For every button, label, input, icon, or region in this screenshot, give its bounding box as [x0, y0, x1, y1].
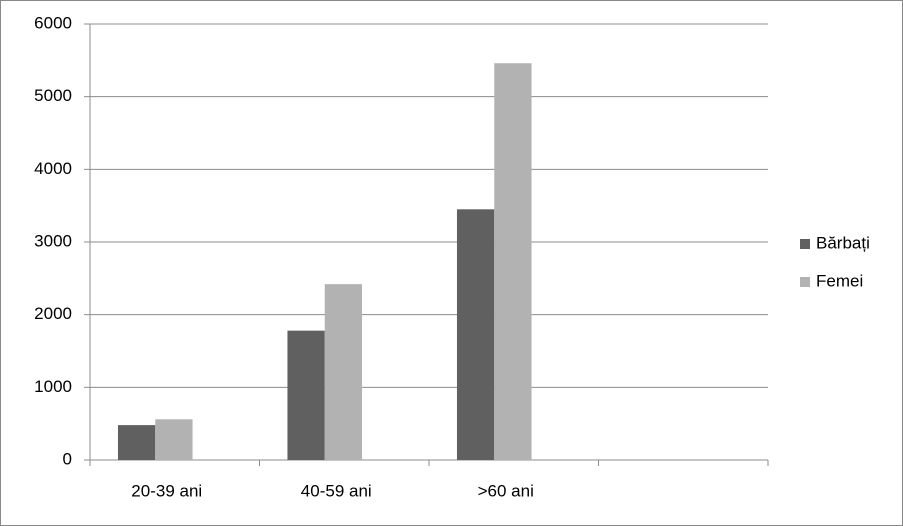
legend-label: Femei	[816, 271, 863, 290]
legend-swatch	[800, 239, 810, 249]
y-tick-label: 0	[63, 449, 72, 468]
y-tick-label: 2000	[34, 304, 72, 323]
y-tick-label: 3000	[34, 231, 72, 250]
bar	[324, 284, 363, 460]
legend-label: Bărbați	[816, 233, 870, 252]
x-tick-label: 20-39 ani	[131, 481, 202, 500]
bar	[117, 425, 156, 460]
legend-swatch	[800, 277, 810, 287]
bar	[155, 419, 193, 460]
y-tick-label: 6000	[34, 13, 72, 32]
y-tick-label: 1000	[34, 377, 72, 396]
y-tick-label: 4000	[34, 159, 72, 178]
bar	[494, 63, 532, 461]
bar	[287, 330, 325, 460]
x-tick-label: 40-59 ani	[301, 481, 372, 500]
y-tick-label: 5000	[34, 86, 72, 105]
x-tick-label: >60 ani	[478, 481, 534, 500]
bar	[456, 209, 495, 460]
